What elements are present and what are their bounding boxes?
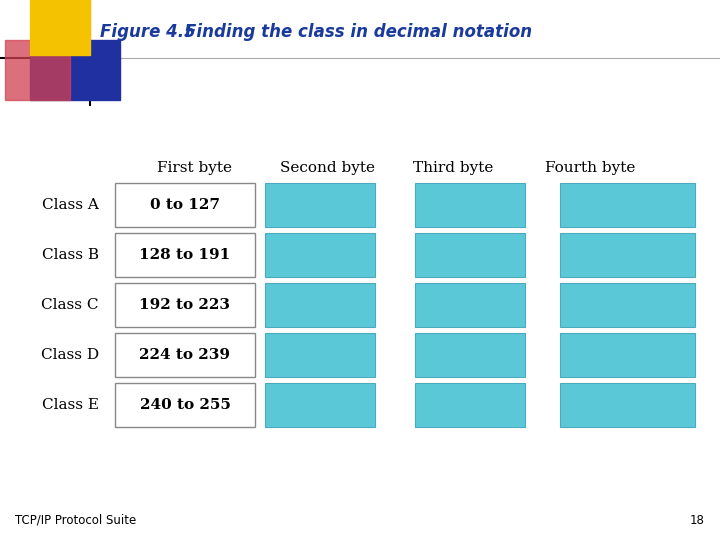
- Text: Class D: Class D: [41, 348, 99, 362]
- Text: Finding the class in decimal notation: Finding the class in decimal notation: [185, 23, 532, 41]
- Bar: [265, 233, 375, 277]
- Bar: [115, 383, 255, 427]
- Text: 224 to 239: 224 to 239: [140, 348, 230, 362]
- Bar: [415, 283, 525, 327]
- Bar: [560, 183, 695, 227]
- Bar: [265, 383, 375, 427]
- Bar: [265, 333, 375, 377]
- Bar: [560, 283, 695, 327]
- Text: Class C: Class C: [41, 298, 99, 312]
- Text: 18: 18: [690, 514, 705, 526]
- Text: Third byte: Third byte: [413, 161, 494, 175]
- Bar: [415, 183, 525, 227]
- Bar: [415, 333, 525, 377]
- Bar: [265, 283, 375, 327]
- Text: Class E: Class E: [42, 398, 99, 412]
- Bar: [415, 383, 525, 427]
- Text: Second byte: Second byte: [280, 161, 375, 175]
- Text: Figure 4.5: Figure 4.5: [100, 23, 196, 41]
- Text: 0 to 127: 0 to 127: [150, 198, 220, 212]
- Text: First byte: First byte: [157, 161, 232, 175]
- Bar: [415, 233, 525, 277]
- Bar: [560, 233, 695, 277]
- Text: 128 to 191: 128 to 191: [140, 248, 230, 262]
- Bar: [560, 383, 695, 427]
- Text: Class B: Class B: [42, 248, 99, 262]
- Text: 192 to 223: 192 to 223: [140, 298, 230, 312]
- Bar: [115, 333, 255, 377]
- Text: TCP/IP Protocol Suite: TCP/IP Protocol Suite: [15, 514, 136, 526]
- Bar: [115, 233, 255, 277]
- Text: Fourth byte: Fourth byte: [545, 161, 636, 175]
- Bar: [265, 183, 375, 227]
- Bar: [560, 333, 695, 377]
- Bar: [115, 183, 255, 227]
- Bar: [115, 283, 255, 327]
- Text: Class A: Class A: [42, 198, 99, 212]
- Text: 240 to 255: 240 to 255: [140, 398, 230, 412]
